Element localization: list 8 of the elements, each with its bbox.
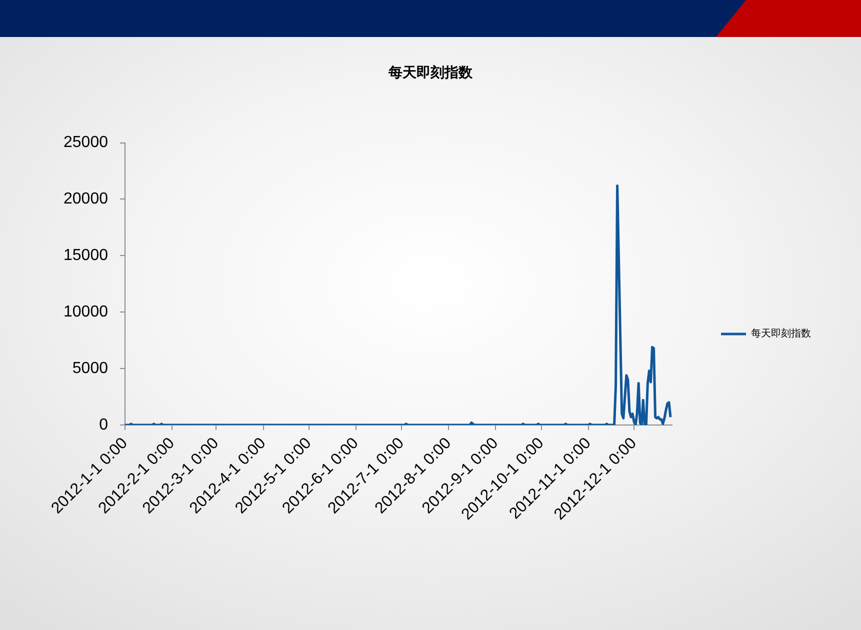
y-tick-label: 10000 bbox=[64, 304, 108, 321]
y-tick-label: 15000 bbox=[64, 247, 108, 264]
y-tick-label: 25000 bbox=[64, 134, 108, 152]
legend-label: 每天即刻指数 bbox=[751, 328, 811, 340]
y-tick-label: 20000 bbox=[64, 190, 108, 208]
chart-title: 每天即刻指数 bbox=[388, 64, 474, 82]
y-tick-label: 5000 bbox=[72, 360, 108, 377]
y-tick-label: 0 bbox=[99, 416, 108, 434]
